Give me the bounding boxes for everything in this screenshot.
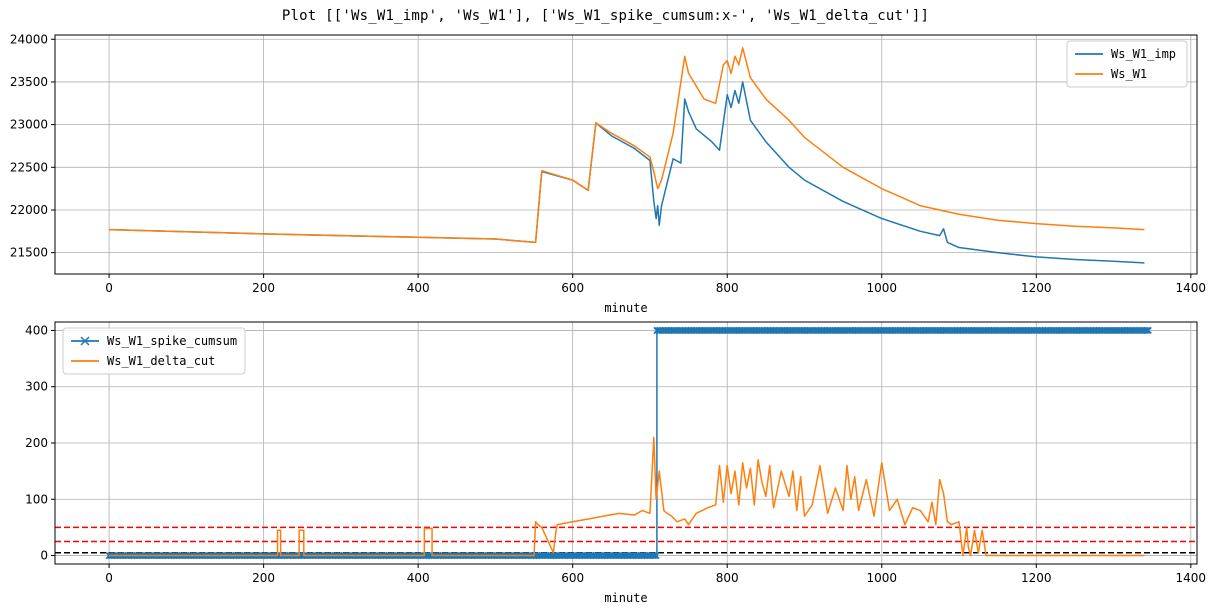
x-tick-label: 1000: [866, 281, 897, 295]
x-tick-label: 400: [407, 571, 430, 585]
series-marker: [1143, 326, 1151, 334]
x-tick-label: 0: [105, 571, 113, 585]
x-tick-label: 1400: [1176, 571, 1207, 585]
y-tick-label: 23000: [10, 118, 48, 132]
series-line-0: [109, 81, 1145, 264]
x-axis-label: minute: [604, 301, 647, 315]
y-tick-label: 0: [40, 549, 48, 563]
figure-title: Plot [['Ws_W1_imp', 'Ws_W1'], ['Ws_W1_sp…: [281, 8, 930, 24]
series-marker: [1144, 326, 1152, 334]
y-tick-label: 24000: [10, 32, 48, 46]
legend-marker-0: [80, 336, 90, 346]
legend-label-0: Ws_W1_imp: [1111, 47, 1176, 61]
x-tick-label: 200: [252, 571, 275, 585]
y-tick-label: 23500: [10, 75, 48, 89]
legend-label-1: Ws_W1_delta_cut: [107, 354, 215, 368]
bottom-plot: 0 200 400 600 800 1000 1200 1400 0 100 200 300 400 mi…: [25, 321, 1207, 605]
legend-box: [62, 327, 246, 375]
legend-label-0: Ws_W1_spike_cumsum: [107, 334, 237, 348]
y-tick-label: 22500: [10, 160, 48, 174]
plot-data: [109, 47, 1145, 264]
axes-frame: [54, 34, 1198, 275]
y-tick-label: 22000: [10, 203, 48, 217]
series-line-1: [109, 436, 1145, 557]
series-marker: [652, 552, 660, 560]
y-tick-label: 200: [25, 436, 48, 450]
y-tick-label: 300: [25, 380, 48, 394]
plot-data: [55, 326, 1197, 560]
x-tick-label: 800: [716, 281, 739, 295]
x-tick-label: 400: [407, 281, 430, 295]
series-line-1: [109, 47, 1145, 244]
x-tick-label: 600: [561, 571, 584, 585]
x-tick-label: 1400: [1176, 281, 1207, 295]
x-tick-label: 0: [105, 281, 113, 295]
legend: Ws_W1_imp Ws_W1: [1066, 40, 1188, 88]
x-tick-label: 1000: [866, 571, 897, 585]
y-tick-label: 21500: [10, 246, 48, 260]
x-tick-label: 1200: [1021, 281, 1052, 295]
x-tick-label: 1200: [1021, 571, 1052, 585]
legend-label-1: Ws_W1: [1111, 67, 1147, 81]
legend-box: [1066, 40, 1188, 88]
x-tick-label: 800: [716, 571, 739, 585]
x-tick-label: 200: [252, 281, 275, 295]
series-marker: [651, 552, 659, 560]
y-tick-label: 400: [25, 323, 48, 337]
x-axis-label: minute: [604, 591, 647, 605]
x-tick-label: 600: [561, 281, 584, 295]
top-plot: 0 200 400 600 800 1000 1200 1400 21500 22000 22500…: [10, 32, 1206, 315]
legend: Ws_W1_spike_cumsum Ws_W1_delta_cut: [62, 327, 246, 375]
y-tick-label: 100: [25, 492, 48, 506]
